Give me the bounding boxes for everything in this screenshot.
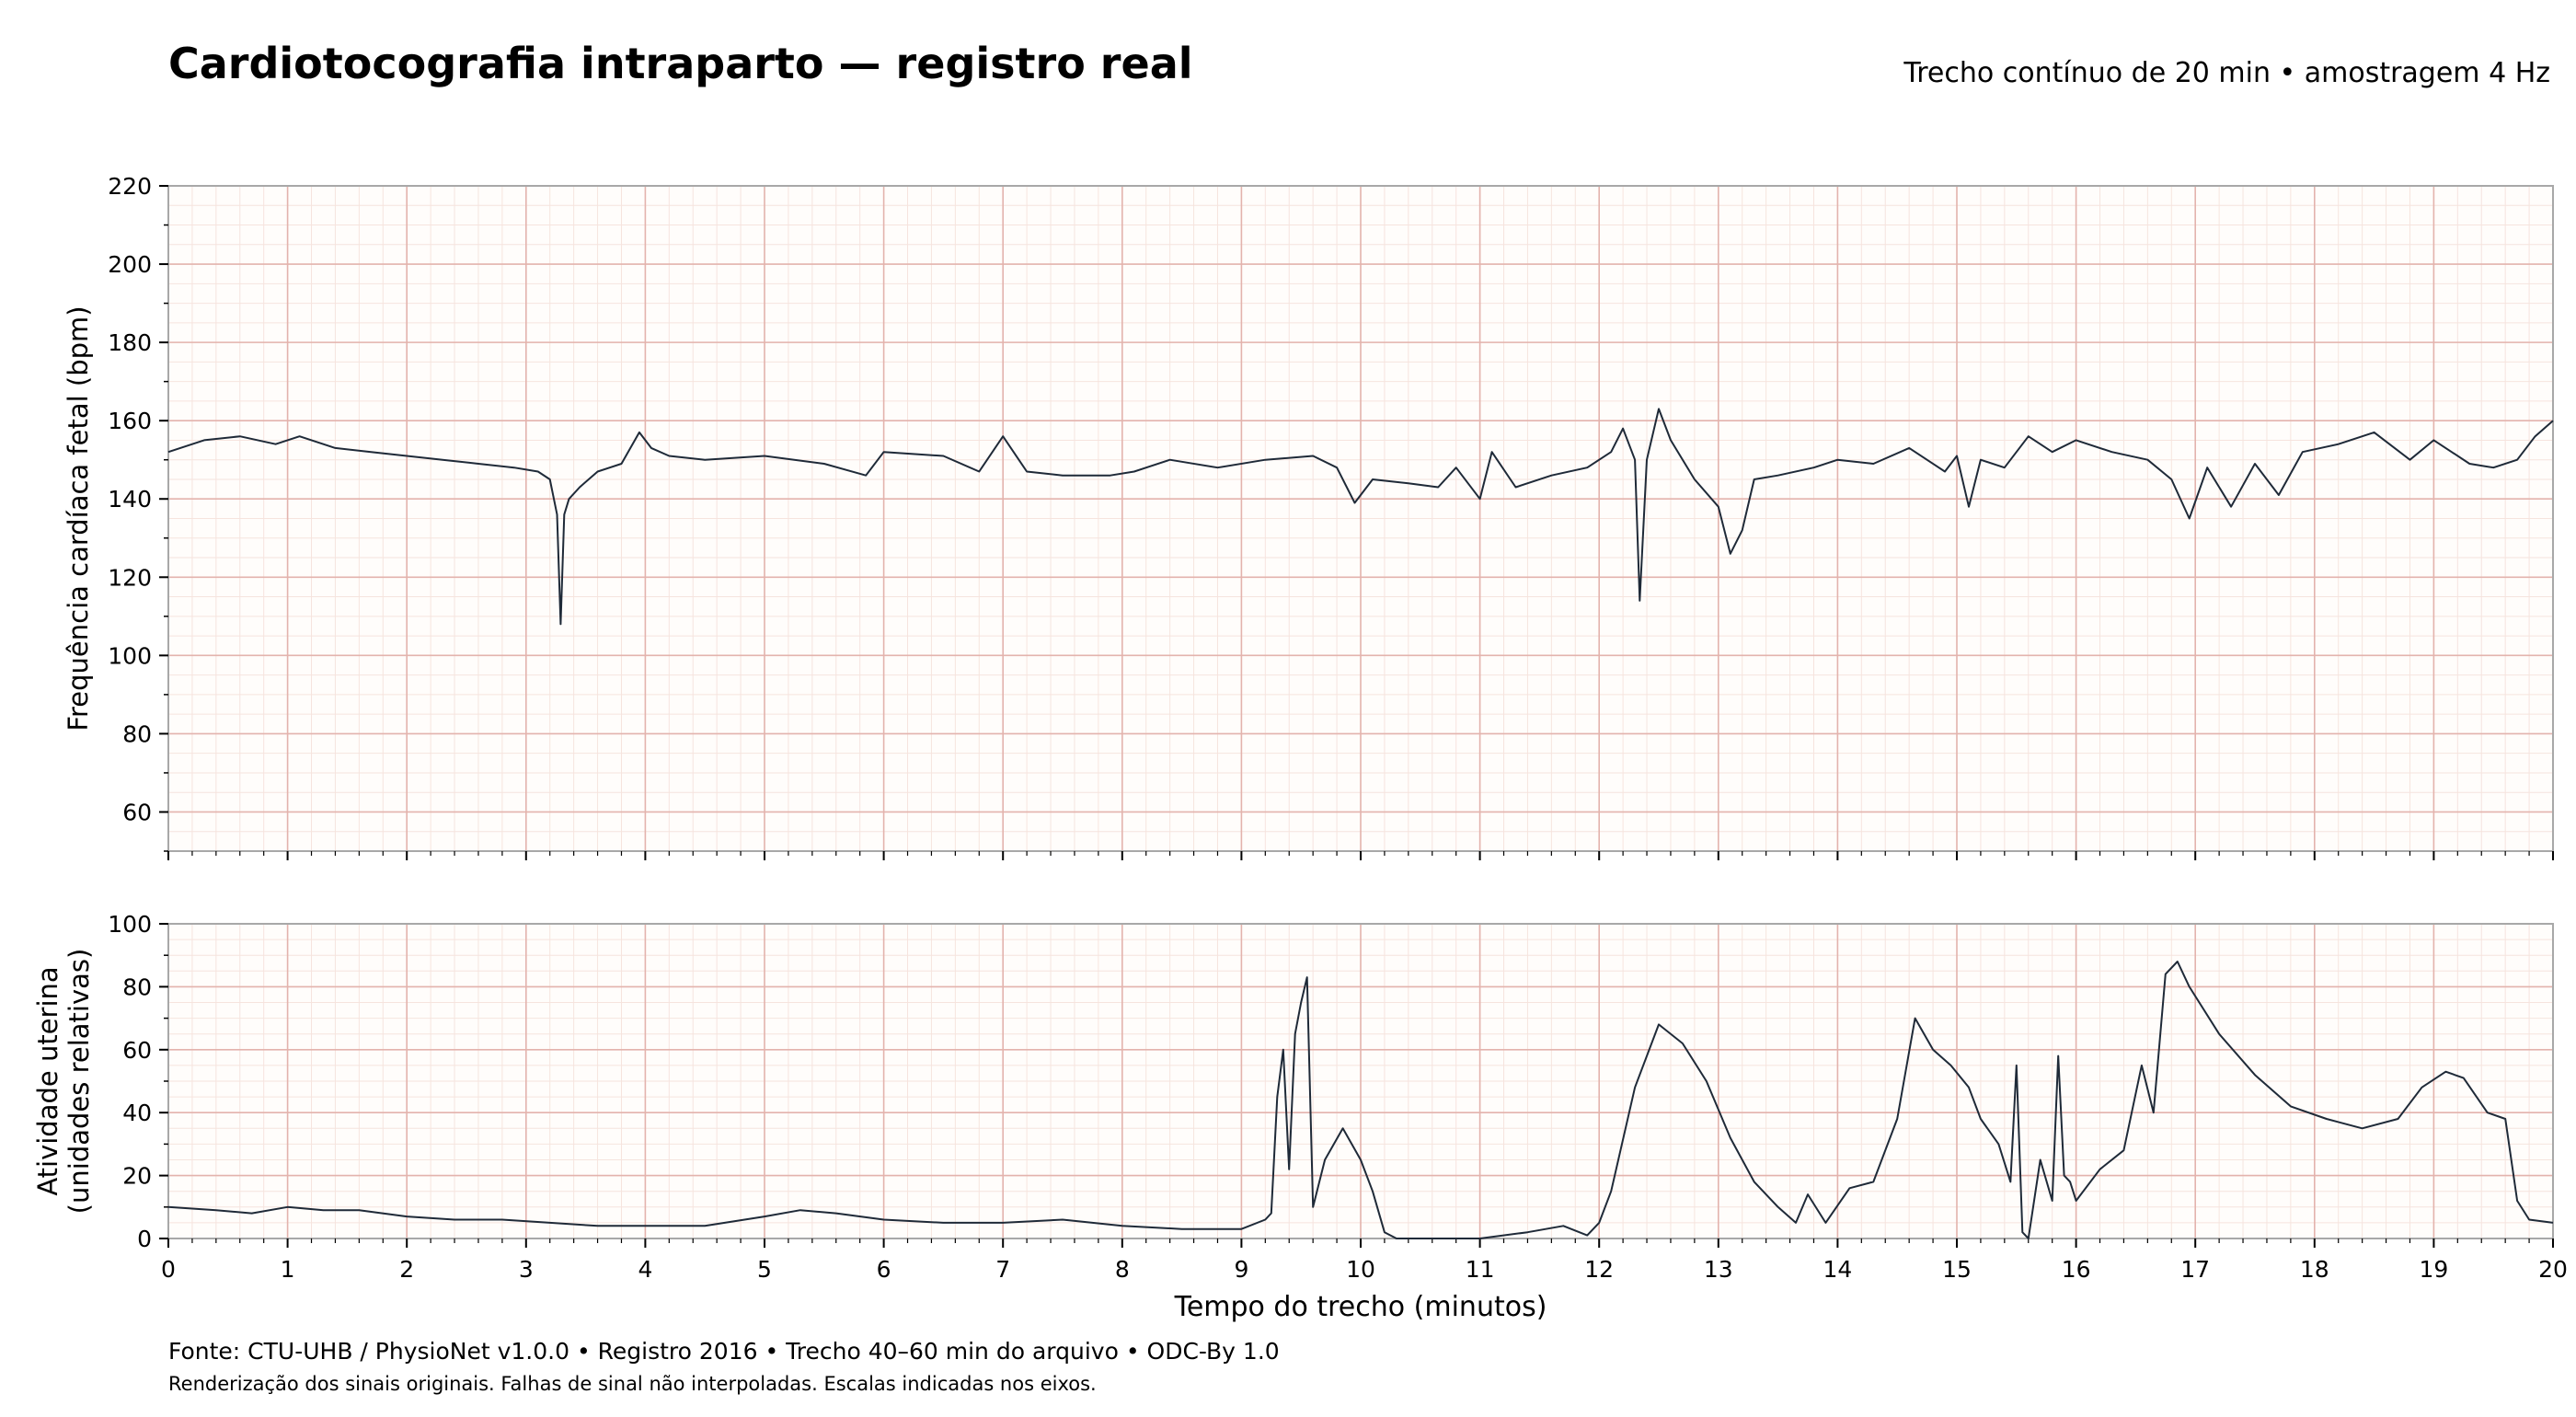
source-note: Fonte: CTU-UHB / PhysioNet v1.0.0 • Regi…: [168, 1338, 1280, 1365]
y-tick-label: 20: [122, 1163, 152, 1190]
y-tick-label: 40: [122, 1100, 152, 1126]
x-tick-label: 2: [399, 1256, 414, 1283]
x-tick-label: 3: [519, 1256, 534, 1283]
x-tick-label: 16: [2062, 1256, 2091, 1283]
x-tick-label: 12: [1584, 1256, 1614, 1283]
x-tick-label: 10: [1346, 1256, 1375, 1283]
y-tick-label: 200: [108, 251, 152, 278]
x-tick-label: 1: [281, 1256, 295, 1283]
rendering-note: Renderização dos sinais originais. Falha…: [168, 1373, 1097, 1395]
y-tick-label: 100: [108, 911, 152, 938]
x-tick-label: 11: [1466, 1256, 1495, 1283]
y-tick-label: 140: [108, 486, 152, 513]
x-axis-label: Tempo do trecho (minutos): [1174, 1291, 1547, 1323]
chart-title: Cardiotocografia intraparto — registro r…: [168, 39, 1193, 88]
y-tick-label: 0: [137, 1226, 152, 1252]
x-tick-label: 5: [757, 1256, 772, 1283]
x-tick-label: 0: [161, 1256, 176, 1283]
x-tick-label: 19: [2419, 1256, 2448, 1283]
x-tick-label: 15: [1942, 1256, 1972, 1283]
y-axis-label: Frequência cardíaca fetal (bpm): [63, 305, 94, 731]
x-tick-label: 9: [1234, 1256, 1248, 1283]
y-tick-label: 60: [122, 799, 152, 825]
x-tick-label: 4: [638, 1256, 652, 1283]
uterine-activity-line: [167, 961, 2554, 1239]
x-tick-label: 7: [995, 1256, 1010, 1283]
y-tick-label: 60: [122, 1037, 152, 1064]
y-tick-label: 180: [108, 329, 152, 356]
y-tick-label: 120: [108, 564, 152, 591]
y-tick-label: 100: [108, 642, 152, 669]
y-tick-label: 160: [108, 408, 152, 434]
x-tick-label: 13: [1704, 1256, 1733, 1283]
y-axis-label: Atividade uterina: [32, 966, 63, 1195]
y-tick-label: 80: [122, 720, 152, 747]
y-tick-label: 220: [108, 173, 152, 200]
x-tick-label: 6: [877, 1256, 891, 1283]
y-axis-label: (unidades relativas): [63, 949, 95, 1215]
x-tick-label: 18: [2300, 1256, 2329, 1283]
y-tick-label: 80: [122, 973, 152, 1000]
x-tick-label: 17: [2180, 1256, 2210, 1283]
x-tick-label: 14: [1823, 1256, 1852, 1283]
chart-subtitle: Trecho contínuo de 20 min • amostragem 4…: [1903, 57, 2550, 89]
x-tick-label: 8: [1115, 1256, 1130, 1283]
fhr-trace-line: [167, 408, 2554, 626]
x-tick-label: 20: [2538, 1256, 2568, 1283]
